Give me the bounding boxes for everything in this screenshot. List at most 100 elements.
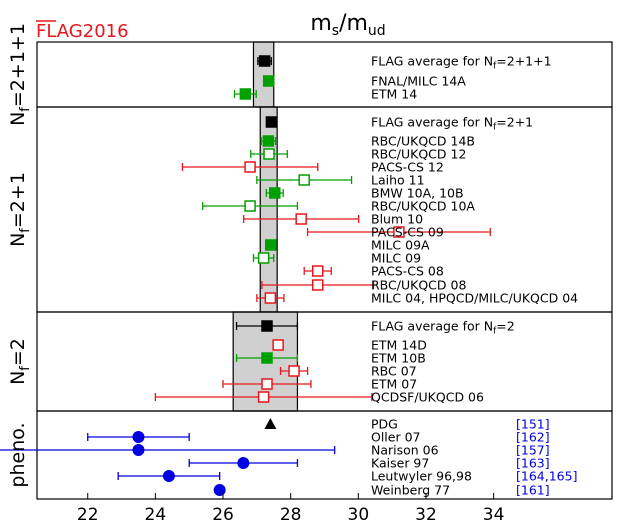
entry-nf21-13-marker bbox=[264, 292, 277, 304]
entry-nf21-4-marker bbox=[298, 174, 310, 186]
chart-title-main: m bbox=[310, 11, 331, 36]
entry-nf21-0-label-sub: f bbox=[493, 123, 497, 133]
entry-nf2-0-label: FLAG average for Nf=2 bbox=[371, 319, 515, 337]
entry-nf21-8-label: PACS-CS 09 bbox=[371, 225, 444, 240]
chart-title-sub2: ud bbox=[368, 23, 386, 39]
entry-nf2-2-label: ETM 10B bbox=[371, 351, 426, 366]
x-tick-label-30: 30 bbox=[348, 505, 370, 525]
entry-nf21-0-marker bbox=[265, 116, 278, 128]
panel-label-nf2111-n: N bbox=[7, 112, 29, 126]
panel-frame-pheno bbox=[36, 410, 613, 500]
entry-nf2111-2-label: ETM 14 bbox=[371, 87, 417, 102]
entry-nf21-10-label: MILC 09 bbox=[371, 251, 421, 266]
entry-pheno-0-ref: [151] bbox=[516, 417, 550, 432]
panel-label-nf21-f: f bbox=[18, 228, 33, 233]
entry-pheno-1-label: Oller 07 bbox=[371, 430, 421, 445]
entry-nf2-0-label-post: =2 bbox=[496, 319, 514, 334]
entry-nf21-9-label: MILC 09A bbox=[371, 238, 430, 253]
entry-nf21-12-marker bbox=[311, 279, 324, 291]
entry-pheno-5-ref: [161] bbox=[516, 483, 550, 498]
entry-nf21-11-marker bbox=[311, 265, 324, 277]
entry-nf2-0-label-sub: f bbox=[493, 327, 497, 337]
panel-label-nf2111: Nf=2+1+1 bbox=[7, 23, 33, 126]
entry-nf21-1-marker bbox=[262, 135, 275, 147]
panel-frames bbox=[36, 41, 613, 500]
flag-logo: FLAG2016 bbox=[36, 21, 129, 42]
entry-nf2111-0-label-pre: FLAG average for N bbox=[371, 54, 493, 69]
x-tick-label-22: 22 bbox=[77, 505, 99, 525]
entry-pheno-3-ref: [163] bbox=[516, 456, 550, 471]
entry-nf21-2-marker bbox=[263, 148, 275, 160]
entry-pheno-5-label: Weinberg 77 bbox=[371, 483, 450, 498]
panel-label-pheno: pheno. bbox=[7, 422, 29, 487]
entry-nf2111-0-label: FLAG average for Nf=2+1+1 bbox=[371, 54, 552, 72]
entry-nf2-0-marker bbox=[261, 320, 273, 332]
entry-nf2-5-label: QCDSF/UKQCD 06 bbox=[371, 390, 484, 405]
entry-nf2111-1-label: FNAL/MILC 14A bbox=[371, 74, 466, 89]
x-tick-label-28: 28 bbox=[280, 505, 302, 525]
entry-nf2-3-label: RBC 07 bbox=[371, 364, 417, 379]
entry-pheno-2-label: Narison 06 bbox=[371, 443, 439, 458]
entry-pheno-3-label: Kaiser 97 bbox=[371, 456, 429, 471]
panel-frame-nf21 bbox=[36, 106, 613, 313]
entry-nf2-5-marker bbox=[257, 391, 270, 403]
entry-nf21-8-marker bbox=[393, 226, 405, 238]
panel-label-nf21: Nf=2+1 bbox=[7, 172, 33, 247]
x-tick-label-26: 26 bbox=[212, 505, 234, 525]
entry-nf21-3-marker bbox=[244, 161, 256, 173]
panel-label-nf2111-f: f bbox=[18, 107, 33, 112]
entry-nf2111-2-marker bbox=[239, 88, 252, 100]
entry-nf2-2-marker bbox=[261, 352, 273, 364]
panel-frame-nf2 bbox=[36, 311, 613, 412]
entry-pheno-4-marker bbox=[162, 470, 175, 482]
entry-pheno-4-label: Leutwyler 96,98 bbox=[371, 469, 472, 484]
entry-nf21-0-label-pre: FLAG average for N bbox=[371, 115, 493, 130]
entry-nf21-0-label-post: =2+1 bbox=[496, 115, 533, 130]
entry-nf21-5-marker bbox=[269, 187, 281, 199]
x-axis: 22 24 26 28 30 32 34 bbox=[77, 493, 505, 525]
entry-nf21-12-label: RBC/UKQCD 08 bbox=[371, 278, 466, 293]
chart-title-sub: s bbox=[332, 23, 339, 39]
entry-nf2111-0-label-sub: f bbox=[493, 62, 497, 72]
entry-nf21-9-marker bbox=[264, 239, 277, 251]
x-tick-label-24: 24 bbox=[145, 505, 167, 525]
entry-nf21-7-label: Blum 10 bbox=[371, 212, 423, 227]
entry-pheno-1-marker bbox=[132, 431, 145, 443]
marks-layer bbox=[0, 55, 491, 496]
entry-nf2111-1-marker bbox=[262, 75, 275, 87]
entry-nf2111-0-label-post: =2+1+1 bbox=[496, 54, 551, 69]
x-tick-label-34: 34 bbox=[483, 505, 505, 525]
entry-pheno-5-marker bbox=[213, 484, 226, 496]
panel-frame-nf2111 bbox=[36, 41, 613, 108]
entry-pheno-1-ref: [162] bbox=[516, 430, 550, 445]
panel-label-nf21-rest: =2+1 bbox=[7, 172, 29, 228]
entry-nf2-0-label-pre: FLAG average for N bbox=[371, 319, 493, 334]
entry-nf21-10-marker bbox=[257, 252, 270, 264]
entry-nf2-4-label: ETM 07 bbox=[371, 377, 417, 392]
panel-label-nf2111-rest: =2+1+1 bbox=[7, 23, 29, 107]
entry-nf21-1-label: RBC/UKQCD 14B bbox=[371, 134, 475, 149]
entry-nf21-6-label: RBC/UKQCD 10A bbox=[371, 199, 475, 214]
entry-nf2111-0-marker bbox=[258, 55, 271, 67]
entry-nf21-11-label: PACS-CS 08 bbox=[371, 264, 444, 279]
chart-title: ms/mud bbox=[310, 11, 385, 39]
entry-nf21-3-label: PACS-CS 12 bbox=[371, 160, 444, 175]
entry-pheno-3-marker bbox=[237, 457, 250, 469]
entry-nf2-4-marker bbox=[261, 378, 273, 390]
entry-nf21-2-label: RBC/UKQCD 12 bbox=[371, 147, 466, 162]
entry-pheno-2-ref: [157] bbox=[516, 443, 550, 458]
panel-label-nf2-n: N bbox=[7, 371, 29, 385]
entry-nf21-5-label: BMW 10A, 10B bbox=[371, 186, 464, 201]
entry-nf21-0-label: FLAG average for Nf=2+1 bbox=[371, 115, 533, 133]
entry-pheno-0-label: PDG bbox=[371, 417, 398, 432]
entry-nf2-1-marker bbox=[272, 339, 284, 351]
x-tick-label-32: 32 bbox=[415, 505, 437, 525]
entry-nf21-13-label: MILC 04, HPQCD/MILC/UKQCD 04 bbox=[371, 291, 578, 306]
panel-label-nf2: Nf=2 bbox=[7, 338, 33, 385]
entry-pheno-2-marker bbox=[132, 444, 145, 456]
entry-nf21-7-marker bbox=[295, 213, 307, 225]
entry-nf21-6-marker bbox=[244, 200, 256, 212]
entry-nf2-3-marker bbox=[288, 365, 300, 377]
panel-label-nf2-rest: =2 bbox=[7, 338, 29, 366]
